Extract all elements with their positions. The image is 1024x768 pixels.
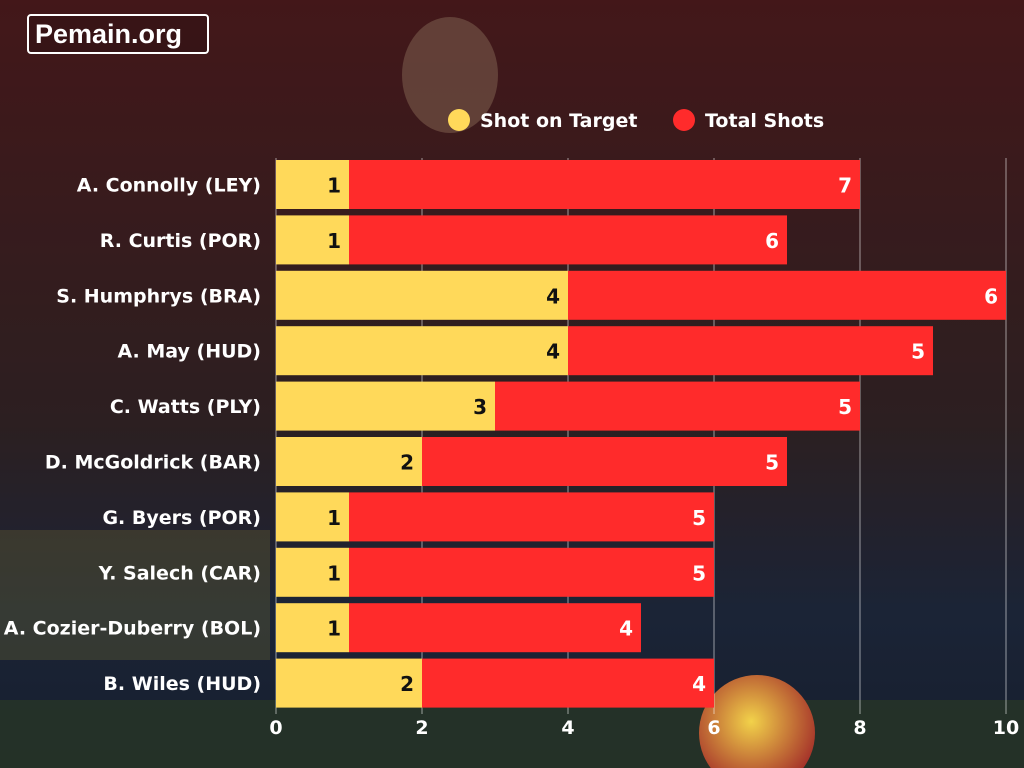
label-total-shots-7: 5 bbox=[692, 561, 706, 585]
label-total-shots-6: 5 bbox=[692, 506, 706, 530]
bar-total-shots-7 bbox=[349, 547, 714, 597]
bar-total-shots-0 bbox=[349, 160, 860, 209]
x-tick-4: 8 bbox=[853, 717, 866, 739]
label-shot-on-target-5: 2 bbox=[400, 451, 414, 475]
label-shot-on-target-9: 2 bbox=[400, 672, 414, 696]
label-total-shots-2: 6 bbox=[984, 284, 998, 308]
x-tick-0: 0 bbox=[269, 717, 282, 739]
football-image bbox=[699, 675, 815, 768]
label-shot-on-target-7: 1 bbox=[327, 561, 341, 585]
y-label-7: Y. Salech (CAR) bbox=[98, 562, 261, 584]
label-total-shots-1: 6 bbox=[765, 229, 779, 253]
bar-total-shots-6 bbox=[349, 492, 714, 542]
label-shot-on-target-4: 3 bbox=[473, 395, 487, 419]
label-total-shots-5: 5 bbox=[765, 451, 779, 475]
bar-shot-on-target-0 bbox=[276, 160, 349, 209]
bar-total-shots-5 bbox=[422, 437, 787, 486]
label-total-shots-9: 4 bbox=[692, 672, 706, 696]
bar-shot-on-target-5 bbox=[276, 437, 422, 486]
bar-total-shots-9 bbox=[422, 658, 714, 708]
y-axis-labels: A. Connolly (LEY) R. Curtis (POR) S. Humph… bbox=[4, 175, 261, 696]
x-tick-2: 4 bbox=[561, 717, 574, 739]
bars-group: 1 7 1 6 4 6 4 5 3 5 2 5 1 5 1 5 1 4 2 4 bbox=[276, 160, 1006, 708]
y-label-4: C. Watts (PLY) bbox=[110, 396, 261, 418]
legend-marker-1 bbox=[673, 109, 695, 131]
label-shot-on-target-8: 1 bbox=[327, 617, 341, 641]
legend-label-1: Total Shots bbox=[705, 110, 824, 132]
bar-total-shots-1 bbox=[349, 215, 787, 265]
x-tick-5: 10 bbox=[993, 717, 1019, 739]
y-label-3: A. May (HUD) bbox=[117, 341, 261, 363]
bar-total-shots-4 bbox=[495, 381, 860, 431]
bar-shot-on-target-4 bbox=[276, 381, 495, 431]
label-total-shots-3: 5 bbox=[911, 340, 925, 364]
bar-total-shots-3 bbox=[568, 326, 933, 376]
legend: Shot on Target Total Shots bbox=[448, 109, 824, 132]
label-shot-on-target-3: 4 bbox=[546, 340, 560, 364]
bar-total-shots-2 bbox=[568, 270, 1006, 320]
label-shot-on-target-1: 1 bbox=[327, 229, 341, 253]
label-total-shots-8: 4 bbox=[619, 617, 633, 641]
x-axis-ticks: 0 2 4 6 8 10 bbox=[269, 717, 1019, 739]
label-total-shots-4: 5 bbox=[838, 395, 852, 419]
bar-total-shots-8 bbox=[349, 603, 641, 653]
label-shot-on-target-0: 1 bbox=[327, 174, 341, 198]
y-label-2: S. Humphrys (BRA) bbox=[56, 285, 261, 307]
y-label-1: R. Curtis (POR) bbox=[100, 230, 261, 252]
y-label-8: A. Cozier-Duberry (BOL) bbox=[4, 618, 261, 640]
y-label-6: G. Byers (POR) bbox=[102, 507, 261, 529]
label-shot-on-target-6: 1 bbox=[327, 506, 341, 530]
bar-shot-on-target-1 bbox=[276, 215, 349, 265]
x-tick-1: 2 bbox=[415, 717, 428, 739]
player-head bbox=[402, 17, 498, 133]
label-shot-on-target-2: 4 bbox=[546, 284, 560, 308]
bar-shot-on-target-7 bbox=[276, 547, 349, 597]
x-tick-3: 6 bbox=[707, 717, 720, 739]
legend-label-0: Shot on Target bbox=[480, 110, 637, 132]
y-label-5: D. McGoldrick (BAR) bbox=[45, 452, 261, 474]
bar-shot-on-target-9 bbox=[276, 658, 422, 708]
pemain-logo: Pemain.org bbox=[27, 14, 209, 54]
bar-shot-on-target-8 bbox=[276, 603, 349, 653]
y-label-9: B. Wiles (HUD) bbox=[103, 673, 261, 695]
bar-shot-on-target-2 bbox=[276, 270, 568, 320]
bar-shot-on-target-3 bbox=[276, 326, 568, 376]
legend-marker-0 bbox=[448, 109, 470, 131]
label-total-shots-0: 7 bbox=[838, 174, 852, 198]
y-label-0: A. Connolly (LEY) bbox=[77, 175, 261, 197]
bar-shot-on-target-6 bbox=[276, 492, 349, 542]
